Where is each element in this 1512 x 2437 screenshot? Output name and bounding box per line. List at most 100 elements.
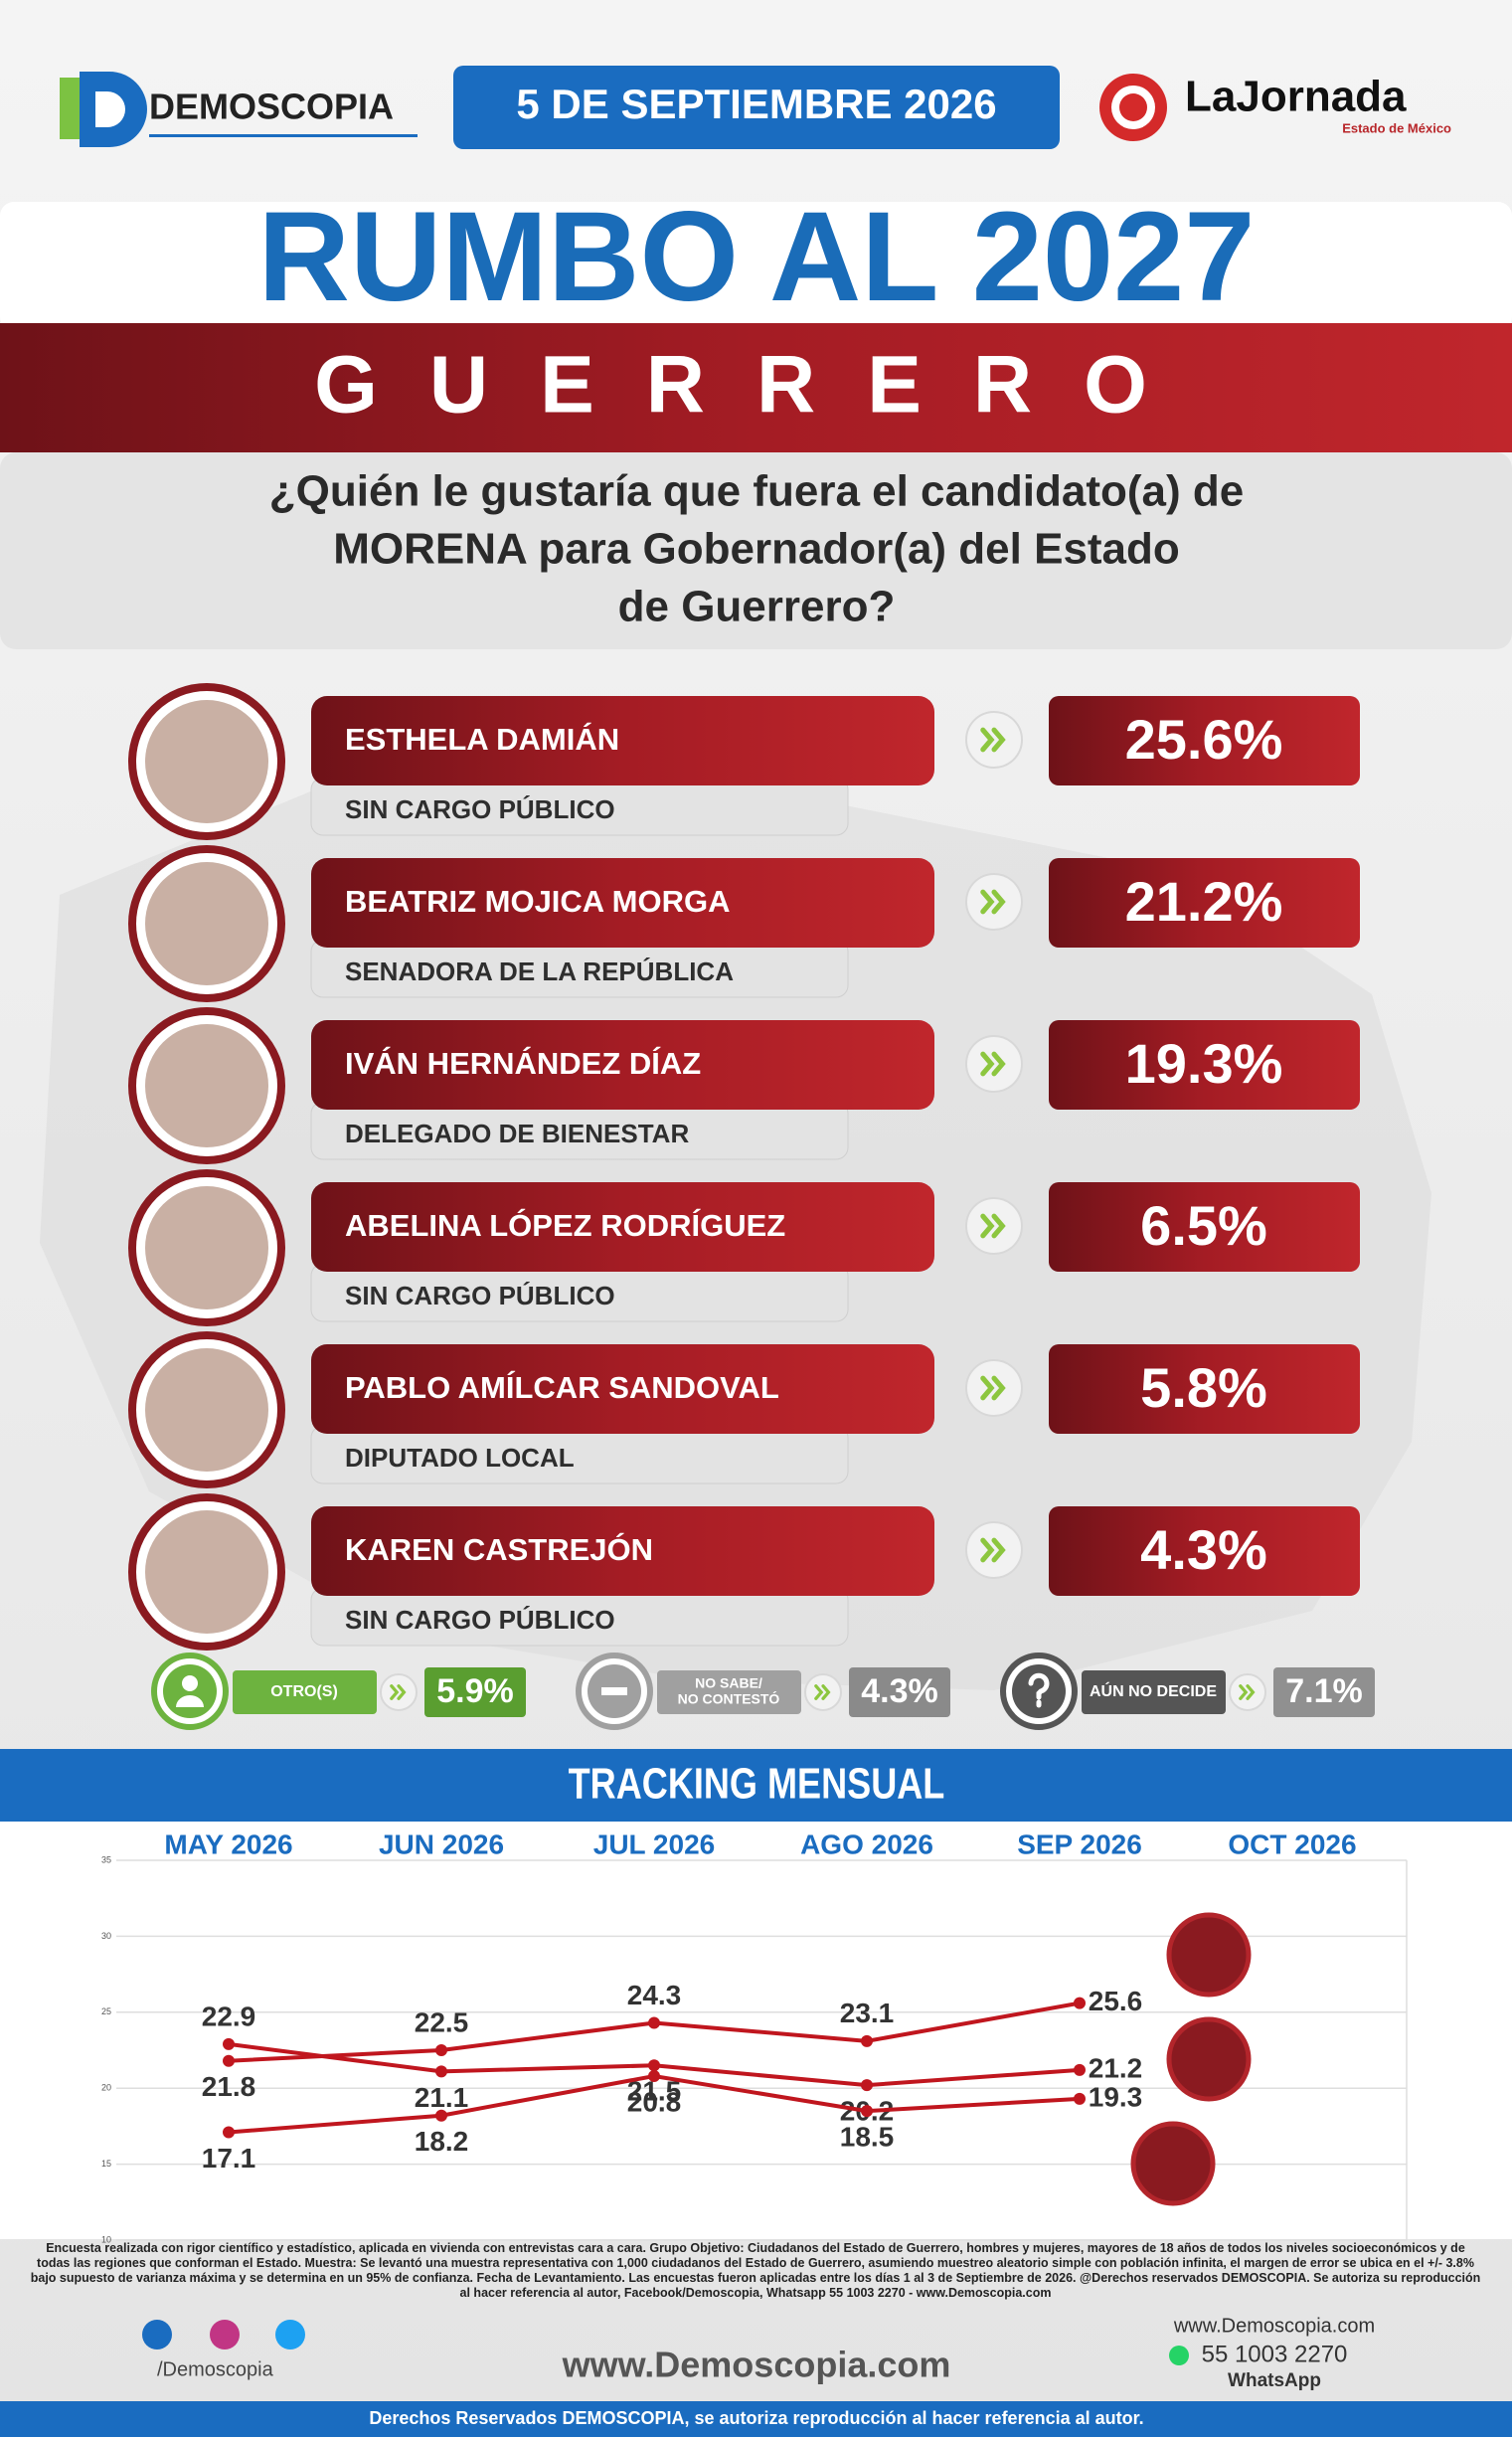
whatsapp-icon: [1169, 2346, 1189, 2365]
chevron: [980, 1537, 1006, 1563]
point: [648, 2069, 660, 2082]
point: [648, 2016, 660, 2029]
name-bar: [311, 1020, 934, 1110]
data-label: 22.9: [202, 2001, 256, 2031]
partner-sub: Estado de México: [1342, 120, 1451, 135]
state: GUERRERO: [314, 340, 1199, 431]
candidate-role: SIN CARGO PÚBLICO: [345, 1281, 615, 1310]
candidate-value: 4.3%: [1140, 1518, 1267, 1581]
name-bar: [311, 1506, 934, 1596]
data-label: 19.3: [1089, 2081, 1143, 2112]
state-band: [0, 323, 1512, 452]
icon-minus: [601, 1687, 627, 1695]
tracking-title: TRACKING MENSUAL: [569, 1759, 945, 1808]
y-tick-label: 20: [101, 2083, 111, 2093]
other-value-box: [1273, 1667, 1375, 1717]
x-tick-label: AGO 2026: [800, 1828, 933, 1859]
chevron: [980, 1375, 1006, 1401]
question: ¿Quién le gustaría que fuera el candidat…: [269, 467, 1244, 631]
chevron: [980, 889, 1006, 915]
chevron: [980, 727, 1006, 753]
candidate-value: 6.5%: [1140, 1194, 1267, 1257]
name-bar: [311, 1344, 934, 1434]
partner-name: LaJornada: [1185, 73, 1407, 121]
candidate-role: DELEGADO DE BIENESTAR: [345, 1119, 689, 1148]
data-label: 21.8: [202, 2071, 256, 2102]
data-label: 18.2: [415, 2126, 469, 2157]
point: [1074, 1997, 1086, 2009]
point: [435, 2109, 447, 2122]
candidate-name: BEATRIZ MOJICA MORGA: [345, 884, 731, 919]
other-label-box: [233, 1670, 377, 1714]
point: [435, 2065, 447, 2078]
question-line: de Guerrero?: [618, 583, 896, 631]
other-label: AÚN NO DECIDE: [1090, 1681, 1217, 1700]
icon-body: [176, 1695, 204, 1707]
y-tick-label: 10: [101, 2234, 111, 2244]
phone: 55 1003 2270: [1202, 2341, 1348, 2367]
chevron: [1239, 1684, 1256, 1700]
data-label: 18.5: [840, 2122, 895, 2153]
data-label: 24.3: [627, 1980, 682, 2010]
data-label: 21.2: [1089, 2052, 1143, 2083]
data-label: 21.1: [415, 2082, 469, 2113]
social-handle: /Demoscopia: [157, 2358, 274, 2380]
chevron: [980, 1213, 1006, 1239]
value-box: [1049, 858, 1360, 948]
photo: [145, 1510, 268, 1634]
site-small: www.Demoscopia.com: [1173, 2315, 1375, 2337]
candidate-role: DIPUTADO LOCAL: [345, 1443, 575, 1473]
name-bar: [311, 858, 934, 948]
chevron: [814, 1684, 831, 1700]
other-label-box: [1082, 1670, 1226, 1714]
data-label: 17.1: [202, 2143, 256, 2174]
photo: [145, 1348, 268, 1472]
candidate-value: 5.8%: [1140, 1356, 1267, 1419]
whatsapp: WhatsApp: [1228, 2370, 1321, 2391]
chevron: [390, 1684, 407, 1700]
partner-logo: [1099, 74, 1167, 141]
tracking-band: [0, 1749, 1512, 1822]
other-value-box: [424, 1667, 526, 1717]
value-box: [1049, 1182, 1360, 1272]
candidate-name: IVÁN HERNÁNDEZ DÍAZ: [345, 1046, 701, 1081]
candidate-thumbs: [1130, 1912, 1252, 2206]
date: 5 DE SEPTIEMBRE 2026: [516, 81, 996, 127]
other-label: NO SABE/: [695, 1675, 762, 1691]
data-label: 20.8: [627, 2086, 682, 2117]
candidate-name: ESTHELA DAMIÁN: [345, 722, 619, 757]
question-line: MORENA para Gobernador(a) del Estado: [333, 525, 1180, 574]
other-answers: OTRO(S) 5.9% NO SABE/NO CONTESTÓ 4.3% AÚN NO…: [151, 1653, 1375, 1730]
candidate-name: ABELINA LÓPEZ RODRÍGUEZ: [345, 1207, 785, 1243]
question-line: ¿Quién le gustaría que fuera el candidat…: [269, 467, 1244, 516]
brand-name: DEMOSCOPIA: [149, 87, 394, 127]
title: RUMBO AL 2027: [258, 186, 1256, 328]
x-tick-label: SEP 2026: [1017, 1828, 1142, 1859]
candidate-value: 19.3%: [1125, 1032, 1283, 1095]
brand-logo: [60, 72, 418, 147]
rights: Derechos Reservados DEMOSCOPIA, se autor…: [369, 2408, 1143, 2428]
candidate-name: KAREN CASTREJÓN: [345, 1531, 653, 1567]
other-label: OTRO(S): [270, 1683, 338, 1700]
y-tick-label: 15: [101, 2159, 111, 2169]
icon-question: [1028, 1672, 1050, 1708]
point: [1074, 2092, 1086, 2105]
icon-head: [182, 1675, 198, 1691]
point: [861, 2034, 873, 2047]
title-panel: [0, 202, 1512, 331]
disclaimer: Encuesta realizada con rigor científico …: [30, 2241, 1481, 2300]
other-value: 4.3%: [861, 1672, 938, 1710]
other-value-box: [849, 1667, 950, 1717]
y-tick-label: 35: [101, 1854, 111, 1864]
value-box: [1049, 1506, 1360, 1596]
rights-band: [0, 2401, 1512, 2437]
point: [861, 2079, 873, 2092]
y-tick-label: 25: [101, 2006, 111, 2016]
site: www.Demoscopia.com: [562, 2345, 951, 2385]
x-tick-label: JUN 2026: [379, 1828, 504, 1859]
point: [1074, 2063, 1086, 2076]
other-label-box: [657, 1670, 801, 1714]
point: [223, 2037, 235, 2050]
